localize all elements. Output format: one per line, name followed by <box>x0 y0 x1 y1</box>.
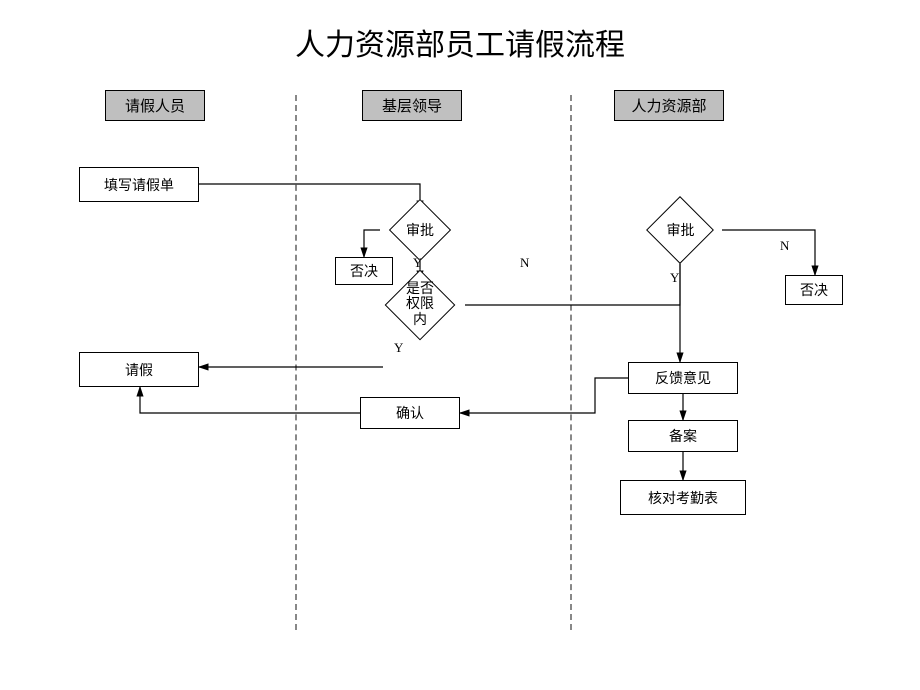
node-fill-form: 填写请假单 <box>79 167 199 202</box>
lane-header-applicant: 请假人员 <box>105 90 205 121</box>
lane-divider-1 <box>295 95 297 630</box>
edge-label-n2: N <box>780 238 789 254</box>
edge-label-y2: Y <box>394 340 403 356</box>
node-approval-1-shape <box>389 199 451 261</box>
node-authority-shape <box>385 270 456 341</box>
chart-title: 人力资源部员工请假流程 <box>0 20 920 64</box>
edge-label-y3: Y <box>670 270 679 286</box>
edge-label-n1: N <box>520 255 529 271</box>
node-leave: 请假 <box>79 352 199 387</box>
node-feedback: 反馈意见 <box>628 362 738 394</box>
node-archive: 备案 <box>628 420 738 452</box>
node-reject-1: 否决 <box>335 257 393 285</box>
flowchart-canvas: 人力资源部员工请假流程 请假人员 基层领导 人力资源部 填写请假单 否决 请假 … <box>0 0 920 690</box>
lane-header-supervisor: 基层领导 <box>362 90 462 121</box>
edge-label-y1: Y <box>413 255 422 271</box>
lane-divider-2 <box>570 95 572 630</box>
node-check-attendance: 核对考勤表 <box>620 480 746 515</box>
node-approval-2-shape <box>646 196 714 264</box>
lane-header-hr: 人力资源部 <box>614 90 724 121</box>
node-confirm: 确认 <box>360 397 460 429</box>
node-reject-2: 否决 <box>785 275 843 305</box>
